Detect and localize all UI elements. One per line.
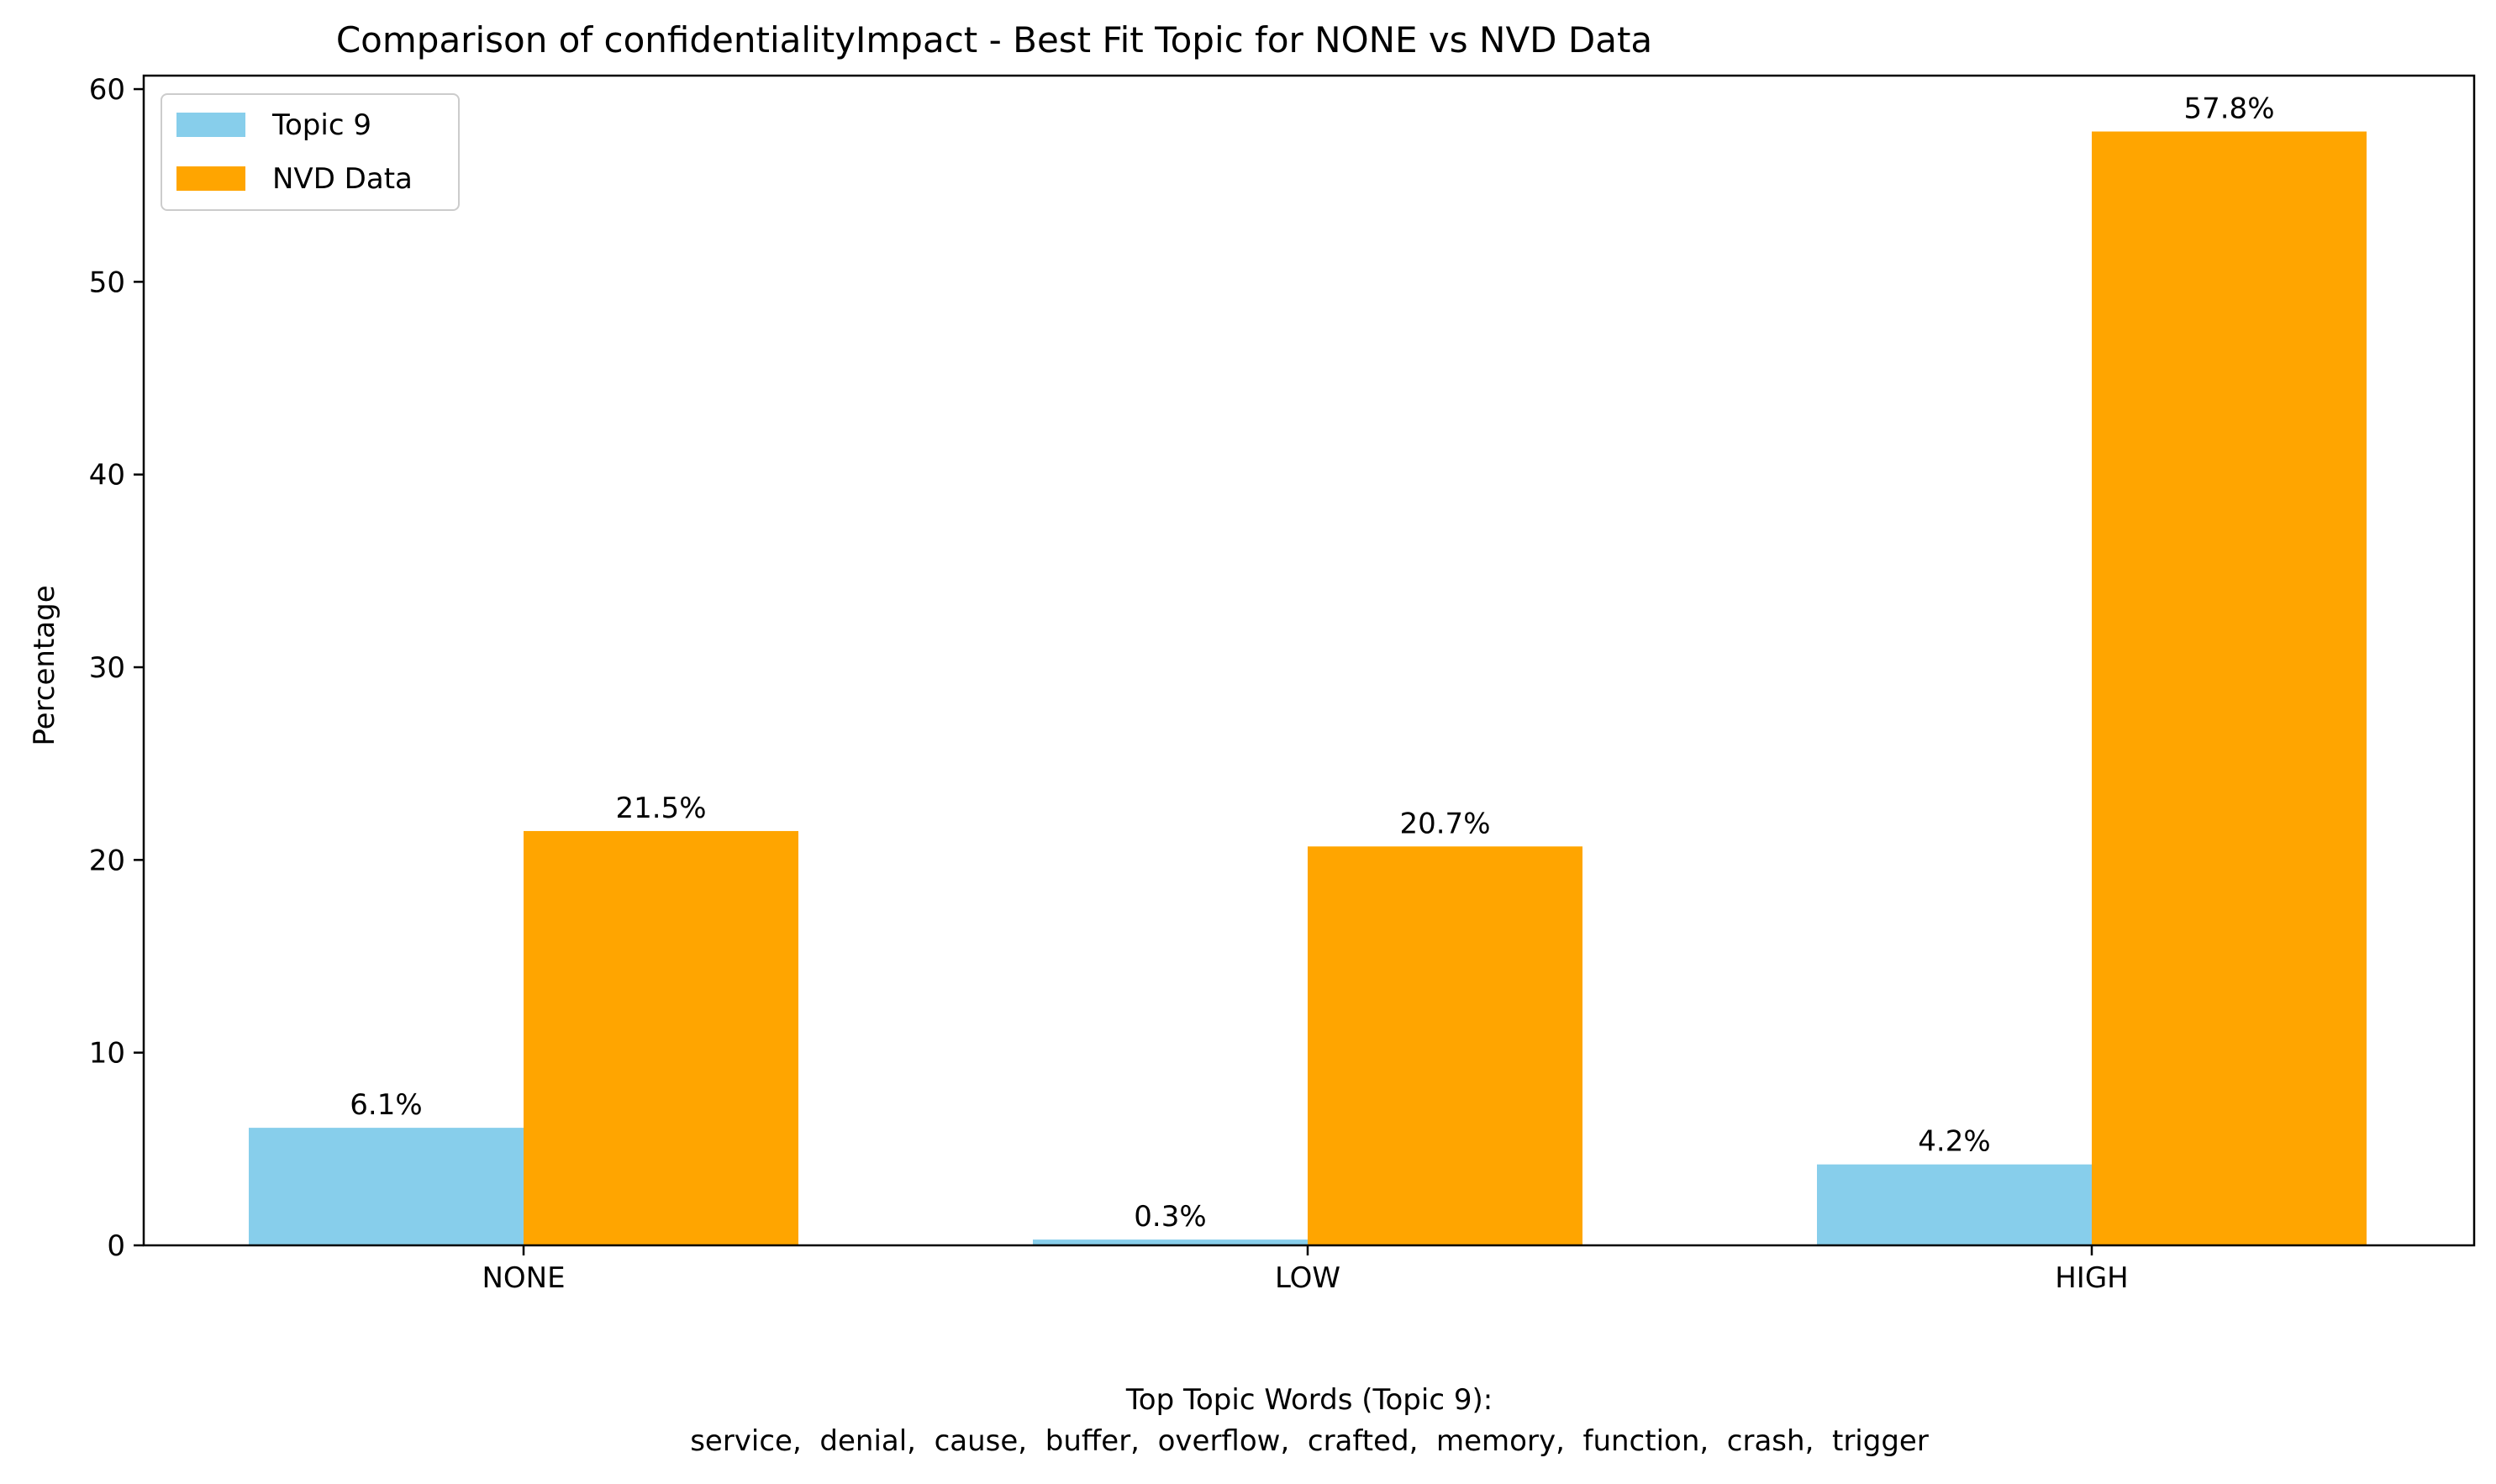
y-axis-ticks: 0 10 20 30 40 50 60 — [89, 73, 144, 1263]
bar-nvd-data-high — [2092, 131, 2367, 1245]
legend: Topic 9 NVD Data — [161, 93, 460, 211]
y-tick-label: 40 — [89, 459, 125, 492]
bar-topic-9-low — [1033, 1239, 1308, 1245]
legend-swatch-nvd-data — [176, 166, 245, 191]
bar-label-nvd-data-low: 20.7% — [1399, 807, 1490, 840]
legend-label-topic-9: Topic 9 — [271, 108, 371, 142]
x-tick-label-high: HIGH — [2055, 1261, 2129, 1295]
chart-title: Comparison of confidentialityImpact - Be… — [336, 19, 1652, 61]
y-tick-label: 0 — [107, 1229, 125, 1263]
bar-label-topic-9-high: 4.2% — [1918, 1125, 1990, 1159]
plot-frame — [142, 74, 2476, 1247]
y-tick-label: 60 — [89, 73, 125, 107]
legend-swatch-topic-9 — [176, 113, 245, 137]
bar-label-nvd-data-high: 57.8% — [2183, 92, 2274, 126]
bar-nvd-data-none — [524, 830, 798, 1245]
caption-heading: Top Topic Words (Topic 9): — [1125, 1383, 1493, 1417]
y-tick-label: 20 — [89, 844, 125, 877]
x-tick-label-none: NONE — [482, 1261, 565, 1295]
bar-label-topic-9-none: 6.1% — [350, 1088, 422, 1122]
bar-topic-9-high — [1817, 1164, 2092, 1245]
y-tick-label: 30 — [89, 651, 125, 685]
y-axis-label: Percentage — [28, 585, 61, 745]
bar-labels-layer: 6.1% 0.3% 4.2% 21.5% 20.7% 57.8% — [350, 92, 2274, 1234]
y-tick-label: 10 — [89, 1037, 125, 1071]
y-tick-label: 50 — [89, 266, 125, 299]
bars-layer — [249, 131, 2367, 1245]
legend-label-nvd-data: NVD Data — [272, 162, 413, 196]
bar-label-topic-9-low: 0.3% — [1134, 1200, 1206, 1234]
bar-nvd-data-low — [1308, 846, 1582, 1245]
bar-topic-9-none — [249, 1128, 524, 1245]
bar-label-nvd-data-none: 21.5% — [615, 792, 706, 825]
x-tick-label-low: LOW — [1275, 1261, 1340, 1295]
x-axis-ticks: NONE LOW HIGH — [482, 1245, 2129, 1295]
caption-topic-words: service, denial, cause, buffer, overflow… — [690, 1424, 1929, 1458]
